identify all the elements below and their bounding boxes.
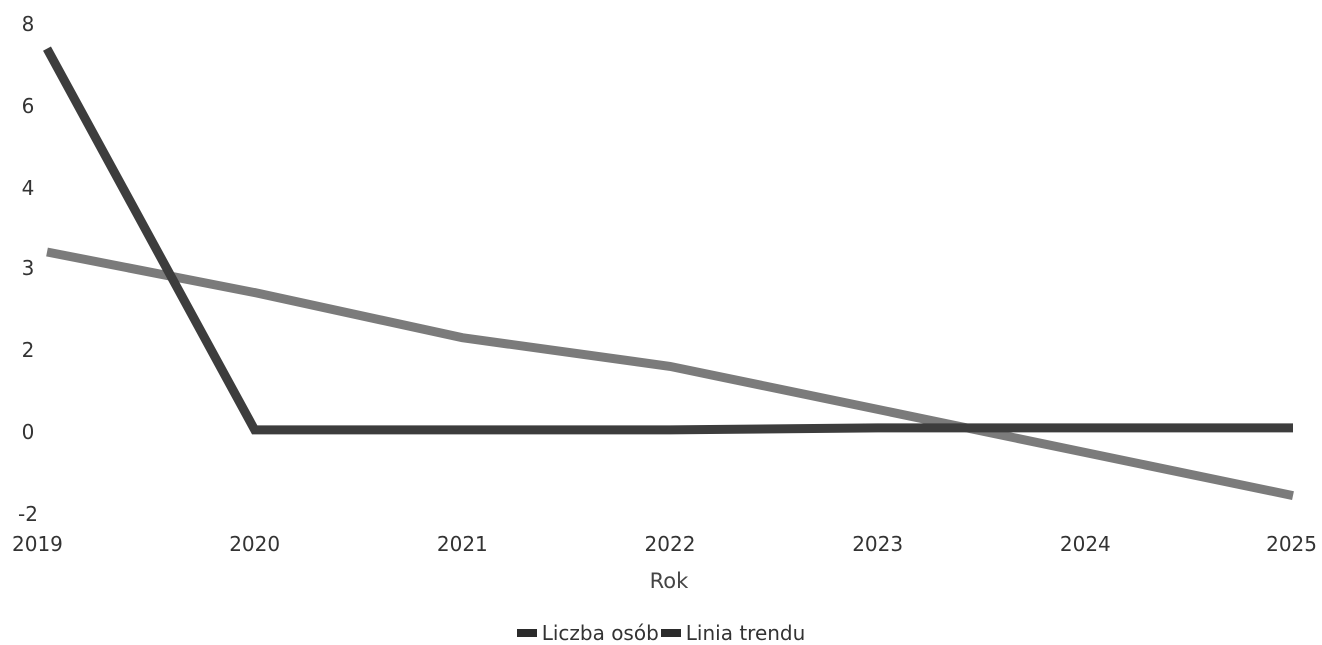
y-tick-label: 6	[22, 94, 35, 118]
legend-item: Liczba osób	[516, 621, 659, 645]
legend-item: Linia trendu	[660, 621, 806, 645]
y-axis-ticks: 8 6 4 3 2 0 -2	[18, 12, 38, 526]
x-axis-ticks: 2019 2020 2021 2022 2023 2024 2025	[12, 532, 1317, 556]
x-tick-label: 2024	[1060, 532, 1111, 556]
legend-swatch	[660, 629, 681, 637]
y-tick-label: 8	[22, 12, 35, 36]
y-tick-label: 2	[22, 338, 35, 362]
x-tick-label: 2019	[12, 532, 63, 556]
y-tick-label: 3	[22, 256, 35, 280]
series-lines	[43, 46, 1294, 501]
x-tick-label: 2021	[437, 532, 488, 556]
legend-label: Linia trendu	[685, 621, 806, 645]
series-line-0	[43, 46, 1293, 435]
x-axis-title: Rok	[650, 569, 689, 593]
y-tick-label: 4	[22, 176, 35, 200]
legend-swatch	[516, 629, 537, 637]
legend-label: Liczba osób	[541, 621, 659, 645]
line-chart: 8 6 4 3 2 0 -2 2019 2020 2021 2022 2023 2024 2025 Ro…	[12, 12, 1317, 593]
x-tick-label: 2023	[852, 532, 903, 556]
y-tick-label: 0	[22, 420, 35, 444]
x-tick-label: 2022	[645, 532, 696, 556]
x-tick-label: 2025	[1266, 532, 1317, 556]
series-line-1	[46, 247, 1294, 501]
legend: Liczba osób Linia trendu	[0, 618, 1322, 645]
y-tick-label: -2	[18, 502, 38, 526]
x-tick-label: 2020	[229, 532, 280, 556]
